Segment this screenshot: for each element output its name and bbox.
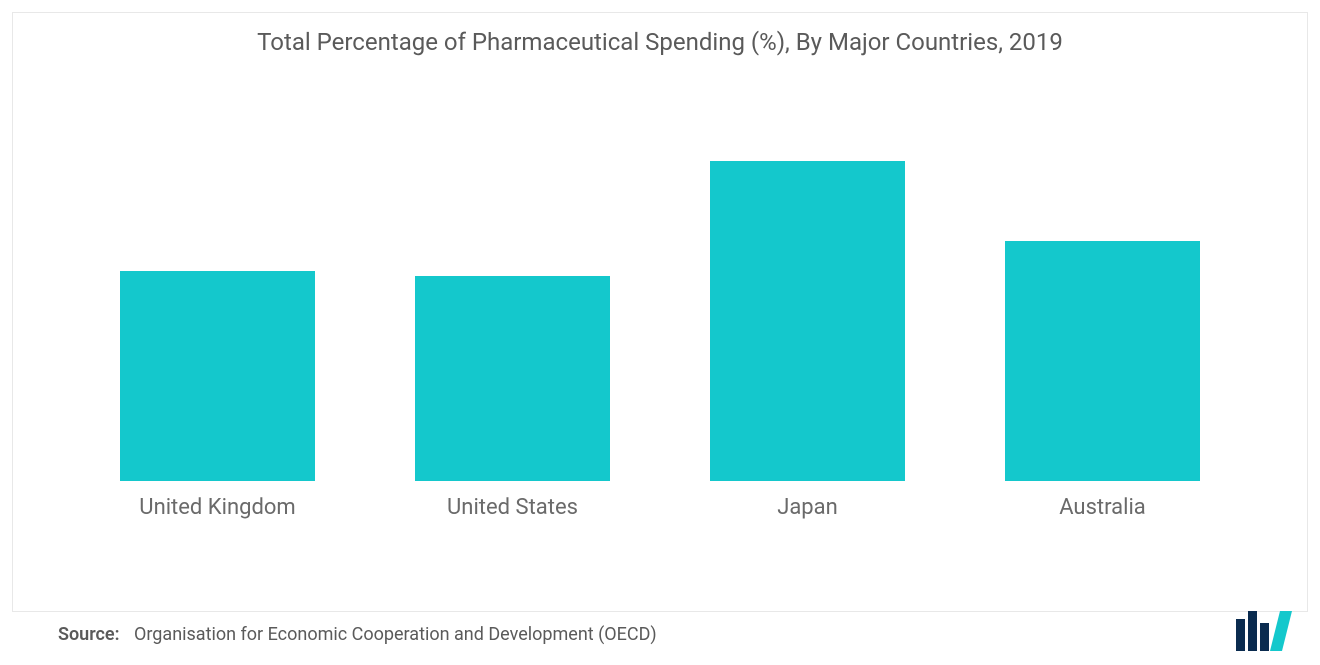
bar-wrap-us: United States: [371, 276, 654, 520]
bar-uk: [120, 271, 315, 481]
bar-wrap-australia: Australia: [961, 241, 1244, 520]
chart-area: United Kingdom United States Japan Austr…: [70, 100, 1250, 520]
brand-logo-icon: [1236, 611, 1292, 651]
bar-japan: [710, 161, 905, 481]
bar-wrap-japan: Japan: [666, 161, 949, 520]
bar-label-us: United States: [447, 495, 578, 520]
bar-label-japan: Japan: [777, 495, 838, 520]
source-label: Source:: [58, 624, 120, 645]
source-line: Source: Organisation for Economic Cooper…: [58, 624, 657, 645]
source-value: Organisation for Economic Cooperation an…: [134, 624, 657, 645]
brand-logo: [1236, 611, 1292, 651]
bar-us: [415, 276, 610, 481]
bar-label-uk: United Kingdom: [139, 495, 295, 520]
bar-wrap-uk: United Kingdom: [76, 271, 359, 520]
chart-title: Total Percentage of Pharmaceutical Spend…: [0, 28, 1320, 56]
bar-label-australia: Australia: [1059, 495, 1146, 520]
bar-australia: [1005, 241, 1200, 481]
